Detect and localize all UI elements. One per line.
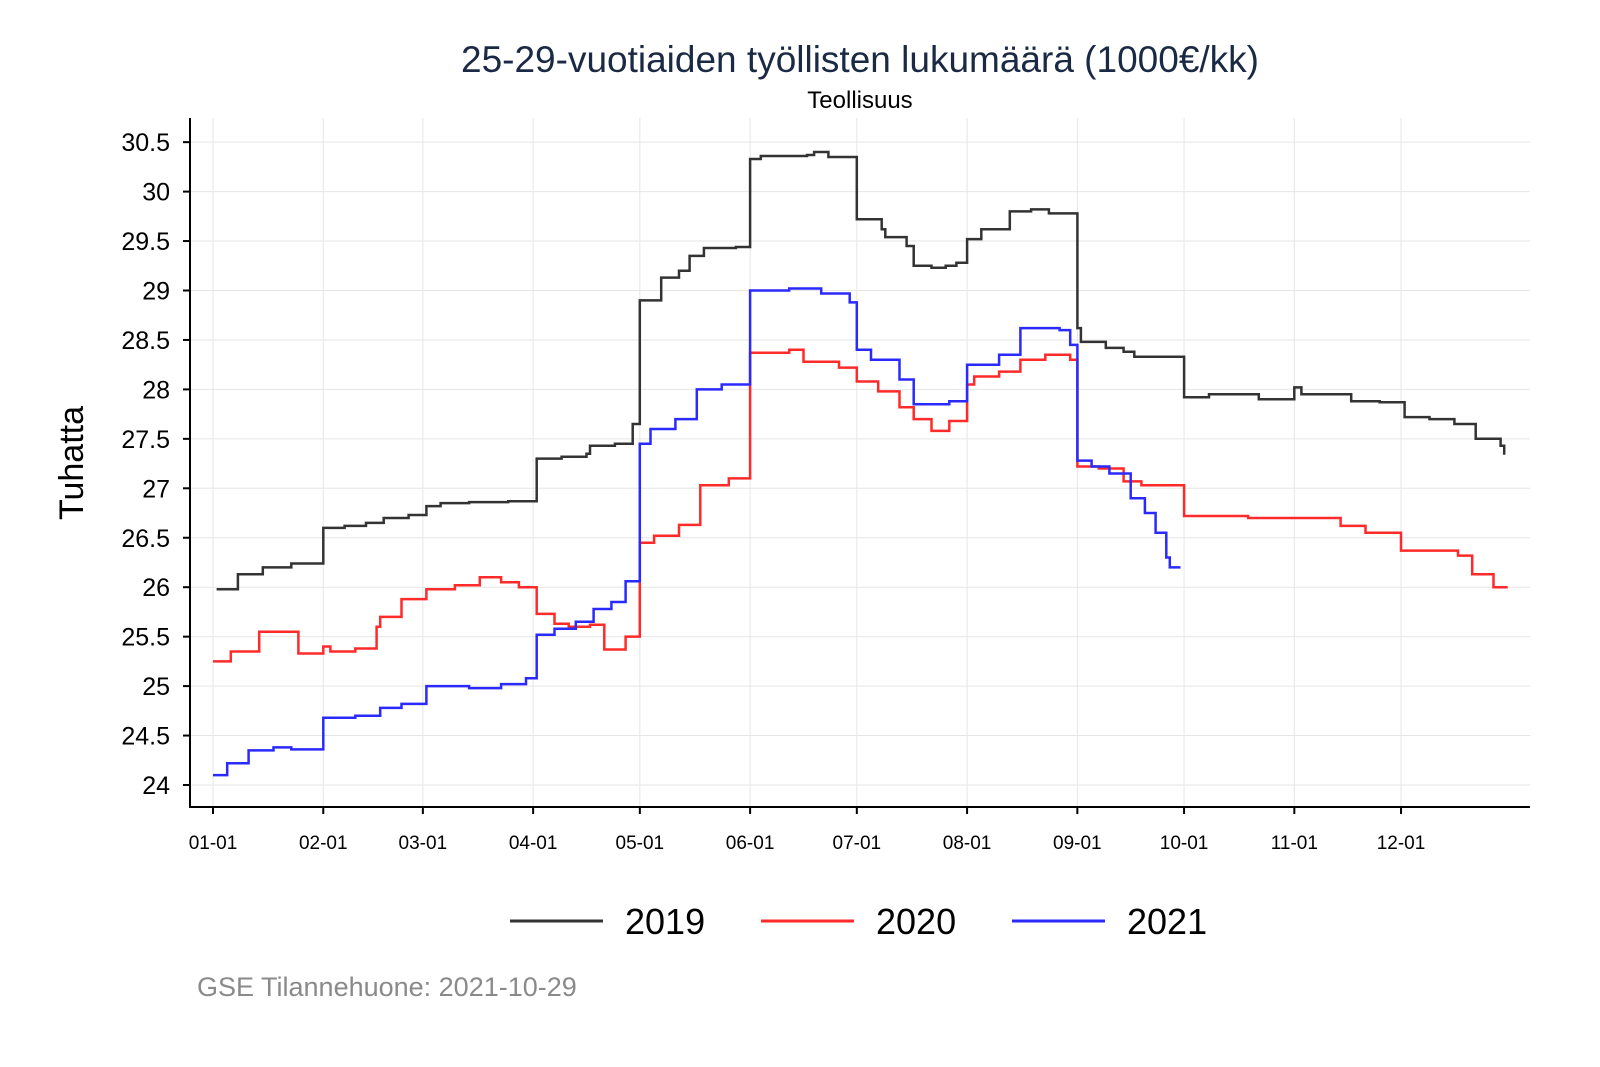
y-tick-label: 25 bbox=[142, 673, 170, 701]
chart-subtitle: Teollisuus bbox=[807, 87, 912, 114]
x-tick-label: 05-01 bbox=[616, 833, 665, 854]
y-tick-label: 25.5 bbox=[121, 624, 170, 652]
y-tick-label: 27.5 bbox=[121, 426, 170, 454]
y-tick-label: 30.5 bbox=[121, 129, 170, 157]
legend-label-2020: 2020 bbox=[876, 901, 956, 942]
x-tick-label: 09-01 bbox=[1053, 833, 1102, 854]
series-lines bbox=[213, 150, 1508, 777]
y-axis-label: Tuhatta bbox=[53, 406, 91, 520]
y-tick-label: 24 bbox=[142, 772, 170, 800]
legend: 2019 2020 2021 bbox=[510, 901, 1207, 942]
x-tick-label: 08-01 bbox=[943, 833, 992, 854]
chart-title: 25-29-vuotiaiden työllisten lukumäärä (1… bbox=[461, 39, 1259, 80]
plot-area bbox=[190, 118, 1530, 807]
y-tick-label: 27 bbox=[142, 475, 170, 503]
x-tick-label: 06-01 bbox=[726, 833, 775, 854]
x-tick-label: 03-01 bbox=[399, 833, 448, 854]
y-tick-label: 30 bbox=[142, 179, 170, 207]
legend-label-2019: 2019 bbox=[625, 901, 705, 942]
y-tick-label: 26.5 bbox=[121, 525, 170, 553]
x-tick-label: 04-01 bbox=[509, 833, 558, 854]
x-tick-label: 01-01 bbox=[189, 833, 238, 854]
series-line-2020 bbox=[213, 348, 1508, 663]
y-tick-label: 29 bbox=[142, 278, 170, 306]
y-tick-label: 28.5 bbox=[121, 327, 170, 355]
x-tick-label: 11-01 bbox=[1271, 833, 1318, 854]
y-tick-label: 28 bbox=[142, 376, 170, 404]
x-tick-label: 07-01 bbox=[833, 833, 882, 854]
series-line-2021 bbox=[213, 287, 1181, 777]
gridlines bbox=[190, 118, 1530, 807]
y-tick-label: 29.5 bbox=[121, 228, 170, 256]
x-tick-label: 02-01 bbox=[299, 833, 348, 854]
caption: GSE Tilannehuone: 2021-10-29 bbox=[197, 972, 577, 1002]
y-tick-label: 26 bbox=[142, 574, 170, 602]
y-tick-label: 24.5 bbox=[121, 723, 170, 751]
legend-label-2021: 2021 bbox=[1127, 901, 1207, 942]
axes: 24 24.5 25 25.5 26 26.5 27 27.5 28 28.5 29 29.5 30 30… bbox=[121, 118, 1530, 854]
x-tick-label: 12-01 bbox=[1377, 833, 1426, 854]
x-tick-label: 10-01 bbox=[1160, 833, 1209, 854]
series-line-2019 bbox=[216, 150, 1506, 591]
